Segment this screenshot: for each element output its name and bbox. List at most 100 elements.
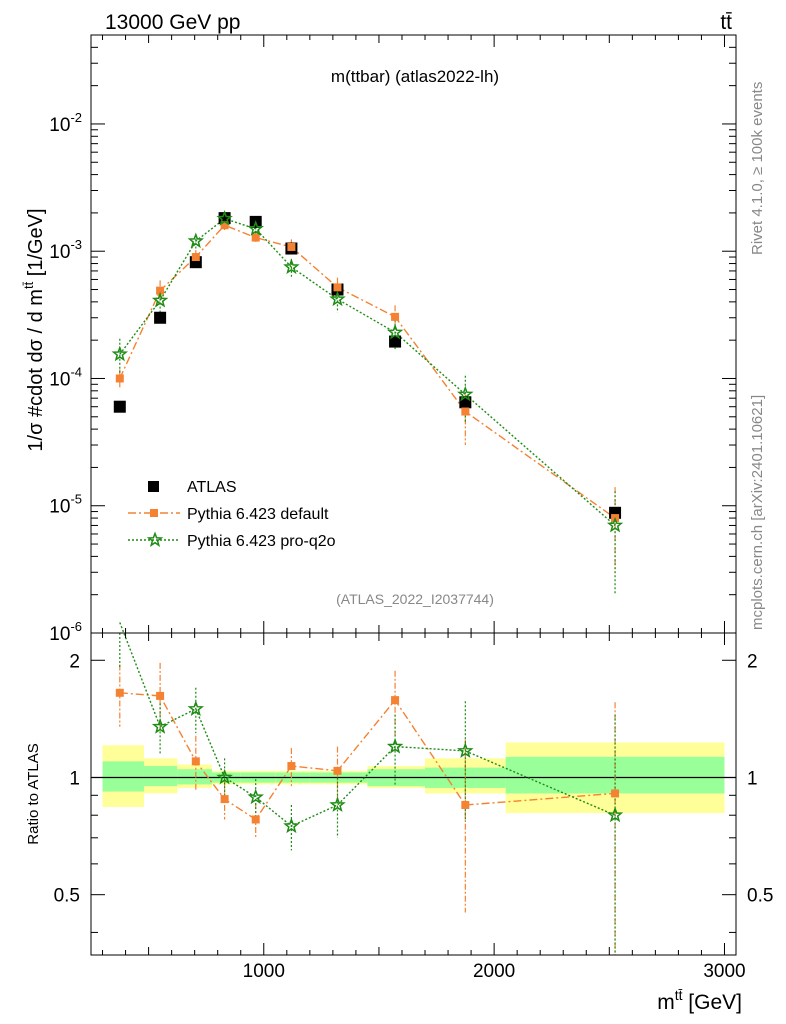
legend-proq2o-star <box>146 531 164 548</box>
y-tick-label: 10-5 <box>49 492 82 518</box>
ratio-y-tick-label: 2 <box>69 651 80 672</box>
x-axis-label-prefix: m <box>657 991 675 1014</box>
mcplots-label: mcplots.cern.ch [arXiv:2401.10621] <box>749 395 766 630</box>
y-tick-exponent: -4 <box>70 364 82 379</box>
y-tick-label: 10-4 <box>49 364 82 390</box>
ratio-proq2o-point <box>216 768 233 785</box>
ratio-default-point <box>333 766 342 775</box>
default-data-point <box>333 283 342 292</box>
legend-proq2o-marker <box>146 531 164 548</box>
ratio-default-point <box>191 757 200 766</box>
ratio-panel <box>91 622 736 955</box>
ratio-default-point <box>251 815 260 824</box>
default-data-point <box>391 312 400 321</box>
y-tick-exponent: -2 <box>70 110 82 125</box>
atlas-data-point <box>389 335 402 348</box>
proq2o-data-point <box>151 291 169 308</box>
y-tick-label: 10-3 <box>49 237 82 263</box>
y-tick-label: 10-6 <box>49 619 82 645</box>
ratio-proq2o-point <box>457 742 474 758</box>
legend-default-label: Pythia 6.423 default <box>187 506 329 523</box>
proq2o-data-point <box>386 323 404 340</box>
proq2o-data-point <box>283 258 300 275</box>
y-tick-exponent: -5 <box>70 492 82 507</box>
proq2o-data-point <box>457 385 474 402</box>
y-axis-label: 1/σ #cdot dσ / d mtt̄ [1/GeV] <box>21 208 47 451</box>
y-axis-label-prefix: 1/σ #cdot dσ / d m <box>25 289 47 452</box>
ratio-y-tick-label: 1 <box>69 768 80 789</box>
header-energy-label: 13000 GeV pp <box>105 11 240 34</box>
ratio-proq2o-point <box>283 817 300 834</box>
y-tick-base: 10 <box>49 369 70 390</box>
ratio-proq2o-point <box>329 796 346 812</box>
ratio-default-point <box>156 691 165 700</box>
main-panel <box>111 210 624 595</box>
proq2o-data-point <box>187 232 205 249</box>
legend-proq2o-label: Pythia 6.423 pro-q2o <box>187 533 336 550</box>
default-data-point <box>115 374 124 383</box>
x-tick-label: 3000 <box>703 961 745 982</box>
x-tick-label: 2000 <box>473 961 515 982</box>
atlas-data-point <box>154 311 167 324</box>
y-axis-label-superscript: tt̄ <box>21 281 36 289</box>
atlas-data-point <box>113 400 126 413</box>
proq2o-data-point <box>216 210 233 226</box>
ratio-default-point <box>287 762 296 771</box>
legend: ATLAS Pythia 6.423 default Pythia 6.423 … <box>128 479 336 550</box>
proq2o-data-point <box>606 516 624 533</box>
y-tick-label: 10-2 <box>49 110 82 136</box>
y-tick-exponent: -3 <box>70 237 82 252</box>
ratio-proq2o-point <box>247 788 264 805</box>
ratio-panel-frame <box>90 632 737 956</box>
ratio-y-tick-label-right: 2 <box>747 651 758 672</box>
ratio-proq2o-line <box>119 622 616 827</box>
y-tick-base: 10 <box>49 115 70 136</box>
ratio-y-axis-label: Ratio to ATLAS <box>25 743 42 844</box>
legend-atlas-label: ATLAS <box>187 479 237 496</box>
chart-title: m(ttbar) (atlas2022-lh) <box>331 67 499 86</box>
y-axis-label-suffix: [1/GeV] <box>25 208 47 281</box>
proq2o-data-point <box>247 220 264 236</box>
proq2o-series-line <box>119 217 616 527</box>
ratio-proq2o-point <box>386 737 404 754</box>
ratio-band-green <box>143 766 178 787</box>
legend-atlas-marker <box>148 481 159 492</box>
analysis-watermark: (ATLAS_2022_I2037744) <box>336 591 494 607</box>
x-axis-label-superscript: tt̄ <box>675 987 683 1003</box>
ratio-proq2o-point <box>606 806 624 823</box>
ratio-y-tick-label-right: 0.5 <box>747 886 773 907</box>
default-data-point <box>156 286 165 295</box>
ratio-axes: 1000 2000 3000 0.5 0.5 1 1 2 2 <box>54 633 773 982</box>
proq2o-data-point <box>111 345 129 362</box>
ratio-default-line <box>119 692 616 821</box>
legend-default-marker <box>150 509 158 517</box>
ratio-default-point <box>391 696 400 705</box>
x-axis-label-suffix: [GeV] <box>682 991 742 1014</box>
ratio-y-tick-label-right: 1 <box>747 768 758 789</box>
default-data-point <box>287 242 296 251</box>
main-axes: 10-610-510-410-310-2 <box>49 34 736 645</box>
ratio-default-point <box>461 800 470 809</box>
ratio-default-point <box>220 795 229 804</box>
default-data-point <box>251 233 260 242</box>
ratio-default-point <box>115 688 124 697</box>
x-axis-label: mtt̄ [GeV] <box>657 987 742 1014</box>
proq2o-data-point <box>329 290 346 307</box>
default-data-point <box>191 253 200 262</box>
ratio-band-green <box>102 761 144 792</box>
header-process-label: tt̄ <box>720 11 732 34</box>
default-data-point <box>220 221 229 230</box>
ratio-default-point <box>611 789 620 798</box>
ratio-y-tick-label: 0.5 <box>54 886 80 907</box>
y-tick-base: 10 <box>49 242 70 263</box>
ratio-proq2o-point <box>151 718 169 734</box>
y-tick-exponent: -6 <box>70 619 82 634</box>
default-data-point <box>461 407 470 416</box>
ratio-band-green <box>177 769 212 785</box>
rivet-version-label: Rivet 4.1.0, ≥ 100k events <box>749 82 766 255</box>
y-tick-base: 10 <box>49 497 70 518</box>
x-tick-label: 1000 <box>243 961 285 982</box>
y-tick-base: 10 <box>49 624 70 645</box>
default-series-line <box>119 224 616 519</box>
